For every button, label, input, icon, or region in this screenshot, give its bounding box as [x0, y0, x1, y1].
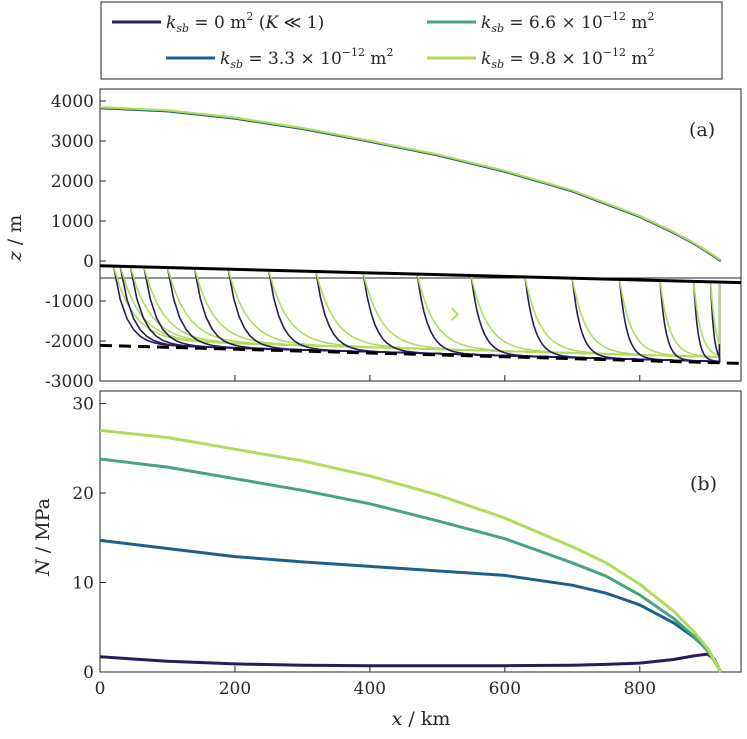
panel-a-surfaces: [99, 106, 722, 262]
panel-b-xtick-label: 200: [219, 679, 251, 699]
panel-b: 0 10 20 30 0 200 400 600 800 (b) N / MPa x / km: [32, 390, 742, 730]
flow-streamline: [267, 269, 721, 358]
flow-streamline: [618, 279, 721, 363]
panel-b-ytick-label: 0: [83, 663, 94, 683]
ice-surface-line: [99, 106, 722, 262]
ice-surface-line: [99, 106, 722, 262]
panel-a-ytick-label: -1000: [45, 292, 94, 312]
panel-b-ticks: 0 10 20 30 0 200 400 600 800: [72, 395, 656, 699]
panel-b-ytick-label: 30: [72, 395, 94, 415]
panel-a-ylabel: z / m: [4, 215, 26, 263]
flow-streamline: [693, 281, 721, 363]
panel-a: -3000 -2000 -1000 0 1000 2000 3000 4000 (a) z /…: [4, 88, 742, 392]
flow-streamline: [709, 281, 721, 345]
ice-surface-line: [99, 106, 722, 261]
panel-b-xtick-label: 0: [95, 679, 106, 699]
series-line-3: [99, 428, 723, 673]
bed-top-line: [99, 264, 742, 285]
x-axis-label: x / km: [392, 708, 451, 730]
panel-b-tag: (b): [690, 473, 717, 495]
bed-bottom-line: [99, 343, 742, 365]
panel-b-ylabel: N / MPa: [32, 498, 54, 577]
series-line-0: [99, 652, 723, 673]
flow-streamline: [659, 280, 721, 358]
flow-streamline: [693, 281, 721, 357]
panel-b-xtick-label: 600: [489, 679, 521, 699]
panel-b-ytick-label: 20: [72, 484, 94, 504]
panel-b-ytick-label: 10: [72, 574, 94, 594]
flow-streamline: [709, 281, 721, 359]
flow-streamline: [524, 276, 721, 363]
flow-streamline: [416, 273, 721, 358]
panel-a-ytick-label: 0: [83, 252, 94, 272]
legend: ksb = 0 m2 (K ≪ 1) ksb = 6.6 × 10−12 m2 …: [100, 1, 723, 80]
flow-direction-arrow: [450, 307, 460, 321]
panel-a-ytick-label: 4000: [51, 92, 94, 112]
panel-b-xtick-label: 400: [354, 679, 386, 699]
panel-a-ytick-label: -2000: [45, 332, 94, 352]
legend-label-3: ksb = 9.8 × 10−12 m2: [481, 46, 655, 71]
series-line-1: [99, 538, 723, 673]
panel-a-ytick-label: 3000: [51, 132, 94, 152]
panel-a-ytick-label: -3000: [45, 372, 94, 392]
flow-streamline: [571, 278, 721, 358]
panel-a-ticks: -3000 -2000 -1000 0 1000 2000 3000 4000: [45, 92, 641, 392]
panel-b-frame: [99, 390, 742, 673]
flow-streamline: [227, 268, 721, 358]
flow-streamline: [524, 276, 721, 358]
legend-frame: [100, 1, 723, 80]
panel-b-xtick-label: 800: [624, 679, 656, 699]
panel-a-ytick-label: 2000: [51, 172, 94, 192]
ice-surface-line: [99, 107, 722, 262]
panel-a-frame: [99, 88, 742, 382]
panel-b-series: [99, 428, 723, 673]
panel-a-ytick-label: 1000: [51, 212, 94, 232]
flow-streamline: [470, 275, 721, 358]
legend-label-0: ksb = 0 m2 (K ≪ 1): [166, 10, 324, 35]
flow-streamline: [315, 271, 721, 358]
legend-label-2: ksb = 3.3 × 10−12 m2: [220, 46, 394, 71]
legend-label-1: ksb = 6.6 × 10−12 m2: [481, 10, 655, 35]
panel-a-tag: (a): [689, 119, 715, 141]
series-line-2: [99, 457, 723, 673]
